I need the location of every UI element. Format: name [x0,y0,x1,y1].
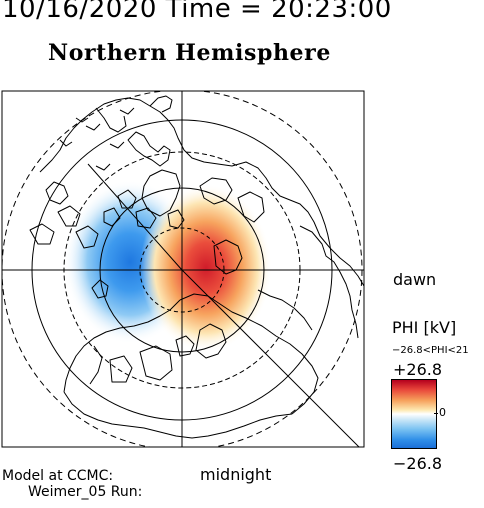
map-frame [1,90,365,448]
dawn-label: dawn [393,270,437,289]
positive-potential-cell [140,184,272,352]
colorbar-max-label: +26.8 [393,360,443,379]
colorbar-zero-tick [434,413,438,414]
polar-map [1,90,365,448]
model-info-line1: Model at CCMC: [2,468,114,484]
colorbar-zero-label: 0 [439,406,446,419]
model-info-line2: Weimer_05 Run: [28,484,143,500]
meridians [2,91,364,447]
coastlines [29,95,364,439]
hemisphere-title: Northern Hemisphere [48,40,331,66]
time-title: 10/16/2020 Time = 20:23:00 [2,0,392,24]
midnight-label: midnight [200,465,272,484]
colorbar-min-label: −26.8 [393,454,443,473]
colorbar [391,379,437,449]
colorbar-title: PHI [kV] [392,318,457,337]
colorbar-range: −26.8<PHI<21 [392,345,469,356]
